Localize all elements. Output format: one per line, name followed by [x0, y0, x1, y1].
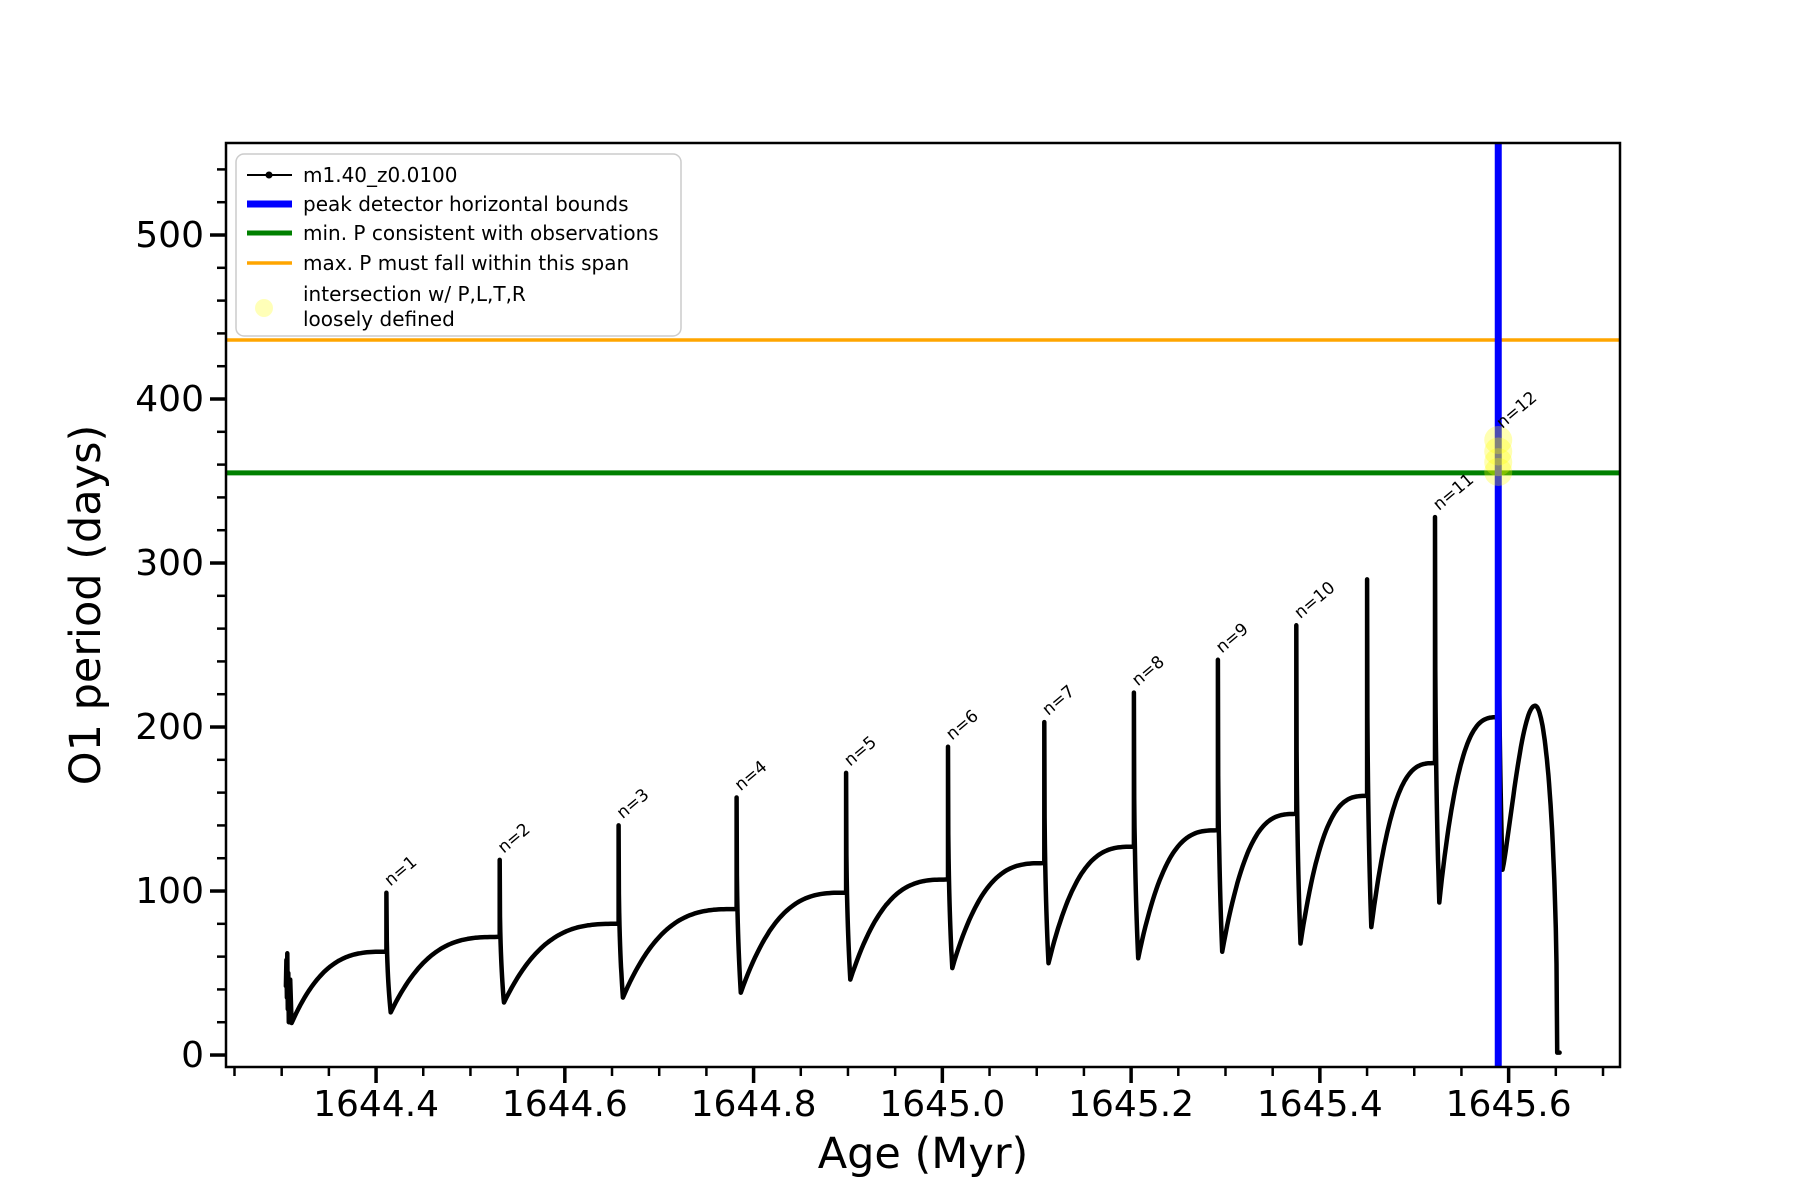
series-curve [283, 432, 1562, 1055]
legend-label: loosely defined [303, 307, 455, 331]
peak-label: n=6 [942, 706, 982, 744]
peak-label: n=2 [494, 819, 534, 857]
intersection-marker [1484, 437, 1513, 466]
x-tick-label: 1645.0 [879, 1084, 1005, 1125]
peak-label: n=1 [381, 852, 421, 890]
legend-box [235, 153, 682, 337]
y-axis-label: O1 period (days) [61, 425, 111, 786]
y-tick-label: 100 [135, 871, 204, 912]
intersection-marker [1484, 448, 1513, 477]
y-tick-label: 0 [181, 1035, 204, 1076]
y-tick-label: 300 [135, 543, 204, 584]
peak-label: n=10 [1291, 578, 1340, 623]
legend-swatch-circle [255, 299, 273, 317]
peak-label: n=7 [1039, 682, 1079, 720]
x-tick-label: 1644.8 [691, 1084, 817, 1125]
legend-label: min. P consistent with observations [303, 221, 659, 245]
legend-label: m1.40_z0.0100 [303, 163, 458, 187]
peak-label: n=3 [613, 785, 653, 823]
x-tick-label: 1644.4 [313, 1084, 439, 1125]
x-tick-label: 1645.6 [1446, 1084, 1572, 1125]
x-axis-label: Age (Myr) [818, 1129, 1029, 1179]
intersection-marker [1484, 457, 1513, 486]
peak-label: n=11 [1429, 470, 1478, 515]
x-tick-label: 1645.2 [1068, 1084, 1194, 1125]
peak-label: n=5 [840, 732, 880, 770]
x-tick-label: 1645.4 [1257, 1084, 1383, 1125]
plot-frame [224, 141, 1622, 1069]
legend-label: max. P must fall within this span [303, 251, 629, 275]
y-tick-label: 500 [135, 215, 204, 256]
x-tick-label: 1644.6 [502, 1084, 628, 1125]
peak-label: n=4 [731, 757, 771, 795]
legend-label: peak detector horizontal bounds [303, 192, 629, 216]
y-tick-label: 200 [135, 707, 204, 748]
peak-label: n=8 [1128, 652, 1168, 690]
peak-label: n=9 [1212, 619, 1252, 657]
legend-label: intersection w/ P,L,T,R [303, 282, 526, 306]
intersection-marker [1484, 426, 1513, 455]
legend-swatch-dot [265, 171, 273, 179]
y-tick-label: 400 [135, 379, 204, 420]
